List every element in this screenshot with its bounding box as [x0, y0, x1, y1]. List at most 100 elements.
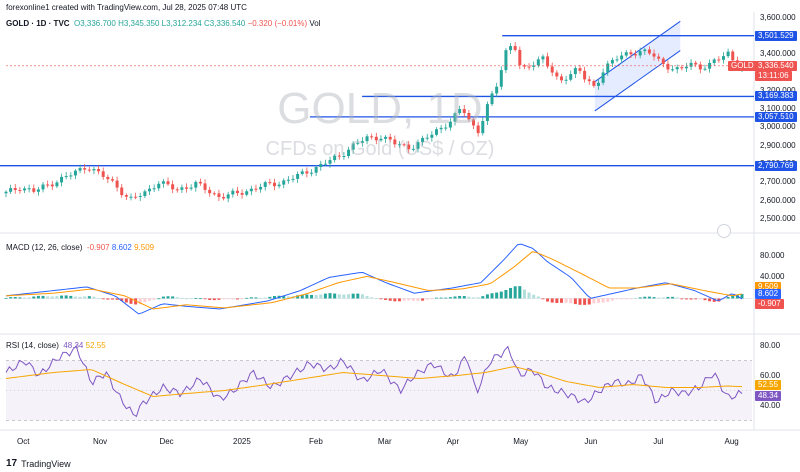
macd-histogram-bar: [518, 286, 522, 299]
candle-body: [374, 136, 378, 141]
candle-body: [518, 49, 522, 66]
candle-body: [226, 194, 230, 199]
time-axis-label: Mar: [377, 437, 392, 446]
candle-body: [675, 67, 679, 70]
macd-histogram-bar: [629, 298, 633, 300]
macd-tag: 8.602: [755, 288, 782, 299]
macd-histogram-bar: [268, 296, 272, 299]
flag-icon[interactable]: [717, 224, 731, 238]
legend-low: L3,312.234: [161, 19, 202, 28]
time-axis-label: Nov: [92, 437, 108, 446]
rsi-legend[interactable]: RSI (14, close) 48.34 52.55: [6, 341, 106, 350]
candle-body: [328, 160, 332, 164]
macd-histogram-bar: [240, 298, 244, 300]
legend-vol[interactable]: Vol: [309, 19, 321, 28]
candle-body: [384, 136, 388, 139]
candle-body: [115, 180, 119, 188]
candle-body: [217, 193, 221, 198]
macd-histogram-bar: [615, 298, 619, 300]
rsi-tag: 48.34: [755, 390, 782, 401]
candle-body: [532, 65, 536, 67]
main-legend[interactable]: GOLD · 1D · TVC O3,336.700 H3,345.350 L3…: [6, 19, 321, 28]
candle-body: [282, 180, 286, 185]
candle-body: [83, 168, 87, 170]
candle-body: [342, 156, 346, 158]
candle-body: [110, 179, 114, 181]
macd-legend[interactable]: MACD (12, 26, close) -0.907 8.602 9.509: [6, 243, 154, 252]
rsi-tag: 52.55: [755, 379, 782, 390]
macd-histogram-bar: [157, 298, 161, 300]
macd-histogram-bar: [194, 297, 198, 299]
macd-histogram-bar: [175, 297, 179, 299]
price-axis-tick: 2,700.000: [760, 177, 796, 187]
macd-histogram-bar: [416, 298, 420, 301]
candle-body: [476, 125, 480, 134]
macd-histogram-bar: [532, 294, 536, 299]
candle-body: [606, 63, 610, 73]
candle-body: [407, 144, 411, 150]
candle-body: [411, 148, 415, 150]
candle-body: [638, 51, 642, 56]
macd-histogram-bar: [439, 297, 443, 299]
candle-body: [129, 196, 133, 198]
macd-histogram-bar: [319, 294, 323, 299]
candle-body: [569, 74, 573, 80]
macd-histogram-bar: [13, 297, 17, 299]
candle-body: [23, 188, 27, 191]
candle-body: [629, 52, 633, 55]
macd-histogram-bar: [448, 297, 452, 299]
macd-line-value: 8.602: [111, 243, 132, 252]
price-axis-tick: 3,100.000: [760, 104, 796, 114]
macd-label[interactable]: MACD (12, 26, close): [6, 243, 83, 252]
macd-histogram-bar: [235, 298, 239, 300]
macd-histogram-bar: [421, 298, 425, 301]
macd-histogram-bar: [472, 297, 476, 299]
candle-body: [41, 184, 45, 190]
macd-histogram-bar: [708, 298, 712, 302]
candle-body: [731, 51, 735, 61]
macd-histogram-bar: [97, 297, 101, 299]
macd-histogram-bar: [388, 298, 392, 301]
candle-body: [231, 190, 235, 195]
macd-line: [5, 243, 743, 315]
rsi-axis-tick: 60.00: [760, 370, 781, 380]
candle-body: [555, 72, 559, 77]
macd-histogram-bar: [64, 295, 68, 299]
macd-histogram-bar: [606, 298, 610, 302]
candle-body: [509, 46, 513, 51]
macd-histogram-bar: [675, 297, 679, 299]
candle-body: [323, 163, 327, 165]
macd-histogram-bar: [347, 294, 351, 299]
candle-body: [147, 188, 151, 192]
rsi-label[interactable]: RSI (14, close): [6, 341, 59, 350]
macd-histogram-bar: [50, 296, 54, 299]
candle-body: [615, 59, 619, 61]
macd-histogram-bar: [434, 297, 438, 299]
price-axis-tick: 2,600.000: [760, 195, 796, 205]
macd-histogram-bar: [87, 296, 91, 299]
macd-histogram-bar: [393, 298, 397, 302]
macd-histogram-bar: [143, 298, 147, 303]
candle-body: [13, 188, 17, 190]
price-tag-level: 2,790.769: [755, 160, 797, 171]
legend-close: C3,336.540: [203, 19, 246, 28]
footer-brand: 17 TradingView: [6, 458, 71, 469]
macd-axis-tick: 40.000: [760, 272, 785, 282]
macd-histogram-bar: [300, 294, 304, 299]
candle-body: [296, 173, 300, 179]
candle-body: [592, 81, 596, 86]
candle-body: [254, 188, 258, 190]
candle-body: [402, 144, 406, 146]
macd-histogram-bar: [735, 295, 739, 299]
legend-symbol[interactable]: GOLD · 1D · TVC: [6, 19, 70, 28]
time-axis-label: Aug: [724, 437, 739, 446]
macd-histogram-bar: [703, 298, 707, 301]
macd-histogram-bar: [407, 298, 411, 301]
rsi-ma-value: 52.55: [85, 341, 106, 350]
macd-histogram-bar: [601, 298, 605, 303]
macd-histogram-bar: [328, 293, 332, 299]
macd-histogram-bar: [485, 294, 489, 299]
time-axis-label: 2025: [233, 437, 251, 446]
